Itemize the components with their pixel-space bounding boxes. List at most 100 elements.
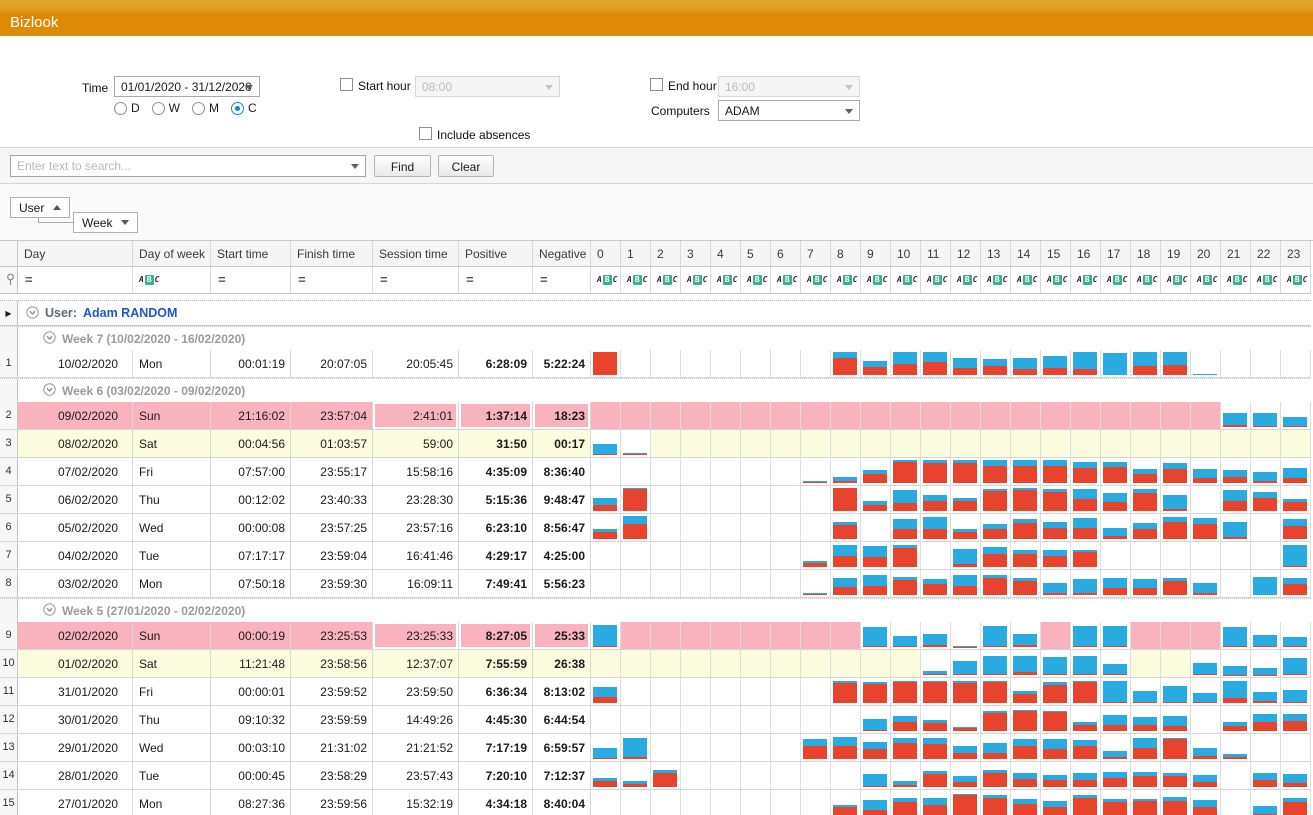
cell-hour-0[interactable] — [591, 486, 621, 513]
cell-hour-22[interactable] — [1251, 402, 1281, 429]
column-header-hour-8[interactable]: 8 — [831, 241, 861, 266]
column-header-hour-14[interactable]: 14 — [1011, 241, 1041, 266]
cell-hour-22[interactable] — [1251, 790, 1281, 815]
cell-hour-23[interactable] — [1281, 706, 1311, 733]
chevron-down-icon[interactable] — [351, 164, 359, 169]
cell-hour-6[interactable] — [771, 486, 801, 513]
cell-hour-21[interactable] — [1221, 402, 1251, 429]
cell-hour-22[interactable] — [1251, 622, 1281, 649]
column-header-dow[interactable]: Day of week — [133, 241, 211, 266]
cell-hour-5[interactable] — [741, 486, 771, 513]
cell-hour-4[interactable] — [711, 650, 741, 677]
cell-hour-7[interactable] — [801, 514, 831, 541]
cell-hour-2[interactable] — [651, 622, 681, 649]
cell-start-time[interactable]: 11:21:48 — [211, 650, 291, 677]
filter-cell-session[interactable]: = — [373, 267, 459, 293]
cell-start-time[interactable]: 00:00:08 — [211, 514, 291, 541]
week-group-row[interactable]: Week 6 (03/02/2020 - 09/02/2020) — [0, 378, 1311, 402]
cell-hour-21[interactable] — [1221, 486, 1251, 513]
cell-hour-2[interactable] — [651, 762, 681, 789]
cell-hour-12[interactable] — [951, 762, 981, 789]
cell-hour-1[interactable] — [621, 734, 651, 761]
cell-hour-8[interactable] — [831, 486, 861, 513]
cell-hour-16[interactable] — [1071, 706, 1101, 733]
cell-hour-5[interactable] — [741, 542, 771, 569]
cell-positive[interactable]: 6:23:10 — [459, 514, 533, 541]
include-absences-checkbox[interactable] — [419, 127, 432, 140]
table-row[interactable]: 5 06/02/2020 Thu 00:12:02 23:40:33 23:28:30 5:… — [0, 486, 1311, 514]
cell-hour-21[interactable] — [1221, 542, 1251, 569]
cell-hour-10[interactable] — [891, 734, 921, 761]
cell-start-time[interactable]: 00:12:02 — [211, 486, 291, 513]
cell-hour-2[interactable] — [651, 458, 681, 485]
cell-hour-22[interactable] — [1251, 458, 1281, 485]
cell-negative[interactable]: 5:22:24 — [533, 350, 591, 377]
cell-hour-9[interactable] — [861, 514, 891, 541]
cell-day-of-week[interactable]: Tue — [133, 762, 211, 789]
cell-hour-4[interactable] — [711, 402, 741, 429]
cell-hour-0[interactable] — [591, 430, 621, 457]
cell-hour-15[interactable] — [1041, 706, 1071, 733]
cell-session-time[interactable]: 23:28:30 — [373, 486, 459, 513]
cell-negative[interactable]: 5:56:23 — [533, 570, 591, 597]
cell-hour-4[interactable] — [711, 706, 741, 733]
cell-hour-18[interactable] — [1131, 402, 1161, 429]
cell-hour-3[interactable] — [681, 622, 711, 649]
cell-day-of-week[interactable]: Mon — [133, 570, 211, 597]
start-hour-dropdown[interactable]: 08:00 — [415, 76, 560, 97]
cell-hour-6[interactable] — [771, 458, 801, 485]
week-group-row[interactable]: Week 7 (10/02/2020 - 16/02/2020) — [0, 326, 1311, 350]
column-header-hour-4[interactable]: 4 — [711, 241, 741, 266]
cell-hour-15[interactable] — [1041, 486, 1071, 513]
column-header-hour-17[interactable]: 17 — [1101, 241, 1131, 266]
cell-day[interactable]: 08/02/2020 — [52, 430, 133, 457]
column-header-hour-3[interactable]: 3 — [681, 241, 711, 266]
cell-hour-18[interactable] — [1131, 678, 1161, 705]
table-row[interactable]: 8 03/02/2020 Mon 07:50:18 23:59:30 16:09:11 7:… — [0, 570, 1311, 598]
cell-hour-1[interactable] — [621, 542, 651, 569]
cell-hour-12[interactable] — [951, 458, 981, 485]
cell-hour-1[interactable] — [621, 402, 651, 429]
end-hour-dropdown[interactable]: 16:00 — [718, 76, 860, 97]
cell-hour-8[interactable] — [831, 542, 861, 569]
cell-hour-4[interactable] — [711, 762, 741, 789]
cell-hour-4[interactable] — [711, 542, 741, 569]
cell-hour-3[interactable] — [681, 430, 711, 457]
cell-hour-0[interactable] — [591, 514, 621, 541]
cell-hour-13[interactable] — [981, 458, 1011, 485]
cell-hour-8[interactable] — [831, 706, 861, 733]
cell-negative[interactable]: 8:13:02 — [533, 678, 591, 705]
cell-hour-7[interactable] — [801, 486, 831, 513]
cell-finish-time[interactable]: 23:55:17 — [291, 458, 373, 485]
cell-hour-18[interactable] — [1131, 790, 1161, 815]
cell-positive[interactable]: 7:20:10 — [459, 762, 533, 789]
cell-hour-23[interactable] — [1281, 762, 1311, 789]
cell-hour-2[interactable] — [651, 514, 681, 541]
cell-hour-22[interactable] — [1251, 542, 1281, 569]
cell-hour-2[interactable] — [651, 734, 681, 761]
cell-hour-13[interactable] — [981, 486, 1011, 513]
cell-hour-7[interactable] — [801, 458, 831, 485]
cell-hour-17[interactable] — [1101, 486, 1131, 513]
cell-hour-23[interactable] — [1281, 430, 1311, 457]
cell-positive[interactable]: 7:49:41 — [459, 570, 533, 597]
cell-hour-23[interactable] — [1281, 486, 1311, 513]
cell-hour-5[interactable] — [741, 350, 771, 377]
cell-start-time[interactable]: 09:10:32 — [211, 706, 291, 733]
cell-hour-8[interactable] — [831, 734, 861, 761]
table-row[interactable]: 2 09/02/2020 Sun 21:16:02 23:57:04 2:41:01 1:3… — [0, 402, 1311, 430]
cell-hour-15[interactable] — [1041, 542, 1071, 569]
cell-hour-2[interactable] — [651, 430, 681, 457]
cell-day[interactable]: 10/02/2020 — [52, 350, 133, 377]
filter-cell-negative[interactable]: = — [533, 267, 591, 293]
